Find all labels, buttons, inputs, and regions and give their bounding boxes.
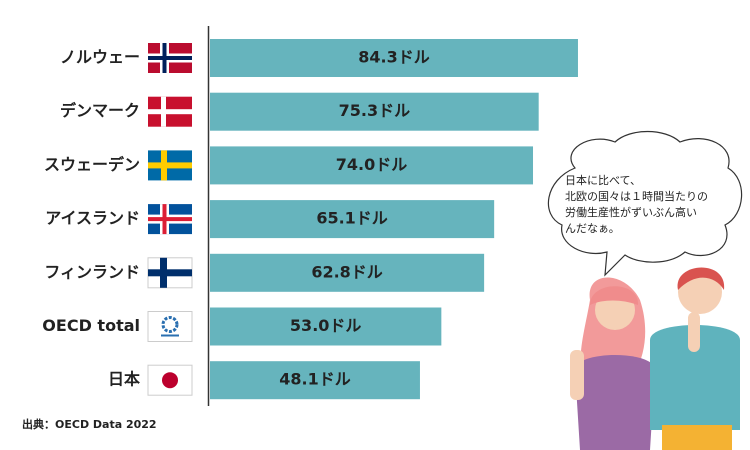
speech-bubble [547,131,743,277]
flag [148,43,192,73]
category-label: OECD total [42,316,140,335]
value-label: 53.0ドル [290,316,361,335]
flag-cross [148,162,192,169]
value-label: 62.8ドル [311,262,382,281]
bar [210,253,485,292]
logo-ring [161,316,179,333]
flag [147,364,193,396]
category-label: スウェーデン [44,155,140,174]
flag-cross [148,109,192,115]
flag [147,311,193,342]
source: 出典：OECD Data 2022 [22,417,157,431]
flag [147,257,193,289]
bar [210,146,534,185]
category-label: 日本 [108,370,140,389]
bar [210,200,495,239]
flag [148,96,192,127]
bar [210,39,578,77]
bar [210,92,539,131]
bubble-text: んだなぁ。 [565,222,620,235]
value-label: 74.0ドル [336,155,407,174]
flag-cross [148,217,192,222]
value-label: 84.3ドル [358,48,429,67]
flag-sun [162,372,178,389]
category-label: フィンランド [44,262,140,281]
man-illustration [650,267,740,450]
category-label: デンマーク [60,101,140,120]
flag-cross [148,269,192,277]
bubble-text: 日本に比べて、 [565,173,641,187]
value-label: 48.1ドル [279,370,350,389]
value-label: 65.1ドル [316,209,387,228]
flag [148,150,192,181]
woman-illustration [570,277,655,450]
value-label: 75.3ドル [339,101,410,120]
bubble-text: 労働生産性がずいぶん高い [565,205,697,219]
bar [210,307,442,346]
category-label: ノルウェー [60,48,140,67]
bubble-text: 北欧の国々は１時間当たりの [565,189,708,203]
flag [148,204,192,235]
logo-text [161,334,179,337]
category-label: アイスランド [45,209,140,228]
flag-cross [148,56,192,60]
bar [210,361,420,400]
